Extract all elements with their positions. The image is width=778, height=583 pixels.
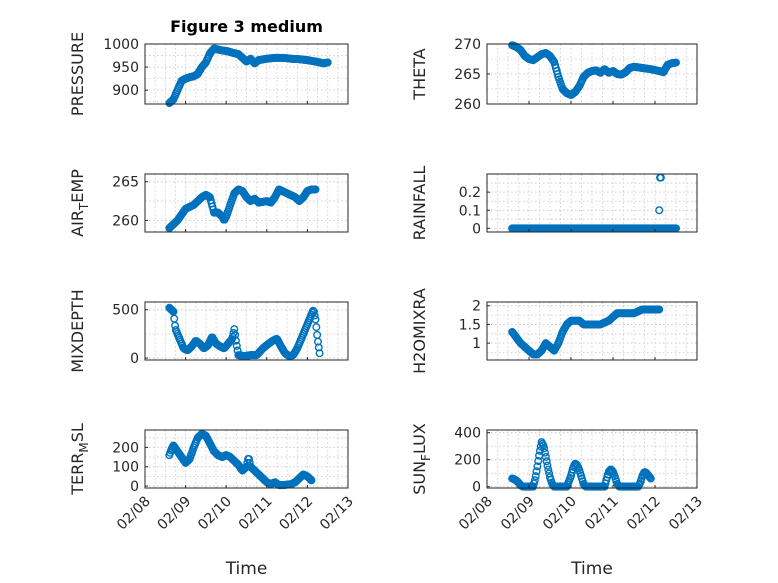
- data-point: [534, 457, 543, 466]
- x-axis-label: Time: [225, 559, 268, 579]
- data-point: [672, 58, 681, 67]
- subplot-sun: 0 200 400 SUNFLUX 02/08 02/09 02/10 02/11 02/12 0…: [410, 423, 706, 579]
- y-tick-label: 200: [454, 453, 481, 469]
- axes-frame: [486, 173, 698, 233]
- y-tick-label: 0.2: [459, 185, 481, 201]
- subplot-terr: 0 100 200 TERRMSL 02/08 02/09 02/10 02/11 02/12 0…: [68, 423, 357, 579]
- data-point: [655, 305, 664, 314]
- data-point: [544, 465, 553, 474]
- axes-frame: [144, 301, 349, 361]
- axes-frame: [486, 301, 698, 361]
- x-tick-label: 02/09: [498, 494, 538, 534]
- data-point: [309, 307, 318, 316]
- data-point: [313, 337, 322, 346]
- data-point: [542, 457, 551, 466]
- data-point: [309, 306, 318, 315]
- y-axis-label: H2OMIXRA: [410, 288, 429, 374]
- data-point: [646, 474, 655, 483]
- data-point: [541, 452, 550, 461]
- y-tick-label: 2: [472, 299, 481, 315]
- figure-title: Figure 3 medium: [170, 17, 323, 36]
- x-tick-label: 02/10: [195, 494, 235, 534]
- y-tick-label: 200: [112, 440, 139, 456]
- y-axis-label: RAINFALL: [410, 166, 429, 241]
- data-point: [307, 476, 316, 485]
- x-tick-label: 02/11: [582, 494, 622, 534]
- y-axis-label: TERRMSL: [68, 423, 91, 496]
- data-point: [311, 185, 320, 194]
- data-point: [229, 328, 238, 337]
- y-axis-label: PRESSURE: [68, 32, 87, 116]
- data-point: [312, 323, 321, 332]
- y-axis-label: SUNFLUX: [410, 423, 433, 495]
- x-tick-label: 02/13: [317, 494, 357, 534]
- subplot-pressure: 900 950 1000 PRESSURE Figure 3 medium: [68, 17, 349, 116]
- data-point: [533, 462, 542, 471]
- subplot-theta: 260 265 270 THETA: [410, 37, 698, 113]
- data-point: [306, 475, 315, 484]
- y-tick-label: 400: [454, 426, 481, 442]
- y-tick-label: 0: [130, 479, 139, 495]
- data-point: [244, 455, 253, 464]
- data-point: [531, 472, 540, 481]
- y-tick-label: 260: [454, 97, 481, 113]
- y-tick-label: 270: [454, 37, 481, 53]
- data-point: [231, 336, 240, 345]
- x-tick-label: 02/09: [155, 494, 195, 534]
- y-tick-label: 100: [112, 460, 139, 476]
- y-axis-label: AIRTEMP: [68, 169, 91, 237]
- y-tick-label: 265: [454, 67, 481, 83]
- data-point: [540, 448, 549, 457]
- y-axis-label: MIXDEPTH: [68, 289, 87, 372]
- y-tick-label: 0: [130, 351, 139, 367]
- y-tick-label: 0: [472, 221, 481, 237]
- x-tick-label: 02/10: [540, 494, 580, 534]
- y-tick-label: 0.1: [459, 203, 481, 219]
- y-tick-label: 500: [112, 303, 139, 319]
- axes-frame: [486, 429, 698, 489]
- x-tick-label: 02/08: [114, 494, 154, 534]
- y-tick-label: 1: [472, 336, 481, 352]
- data-point: [232, 341, 241, 350]
- x-tick-label: 02/08: [456, 494, 496, 534]
- data-point: [310, 311, 319, 320]
- subplot-air: 260 265 AIRTEMP: [68, 169, 349, 237]
- data-point: [231, 330, 240, 339]
- axes-frame: [144, 429, 349, 489]
- y-axis-label: THETA: [410, 48, 429, 100]
- x-tick-label: 02/13: [666, 494, 706, 534]
- y-tick-label: 1000: [103, 37, 139, 53]
- y-tick-label: 265: [112, 175, 139, 191]
- subplot-h2omixra: 1 1.5 2 H2OMIXRA: [410, 288, 698, 374]
- data-point: [530, 476, 539, 485]
- x-axis-label: Time: [570, 559, 613, 579]
- data-point: [323, 58, 332, 67]
- axes-frame: [144, 173, 349, 233]
- data-point: [230, 325, 239, 334]
- data-point: [530, 479, 539, 488]
- data-point: [314, 343, 323, 352]
- axes-frame: [144, 43, 349, 105]
- data-point: [315, 349, 324, 358]
- subplot-mixdepth: 0 500 MIXDEPTH: [68, 289, 349, 373]
- data-point: [543, 461, 552, 470]
- y-tick-label: 950: [112, 60, 139, 76]
- data-point: [540, 444, 549, 453]
- y-tick-label: 260: [112, 213, 139, 229]
- x-tick-label: 02/11: [236, 494, 276, 534]
- y-tick-label: 0: [472, 480, 481, 496]
- data-point: [532, 467, 541, 476]
- y-tick-label: 900: [112, 83, 139, 99]
- x-tick-label: 02/12: [624, 494, 664, 534]
- data-point: [655, 206, 664, 215]
- data-point: [168, 306, 177, 315]
- subplot-rainfall: 0 0.1 0.2 RAINFALL: [410, 166, 698, 241]
- y-tick-label: 1.5: [459, 317, 481, 333]
- data-point: [311, 315, 320, 324]
- x-tick-label: 02/12: [276, 494, 316, 534]
